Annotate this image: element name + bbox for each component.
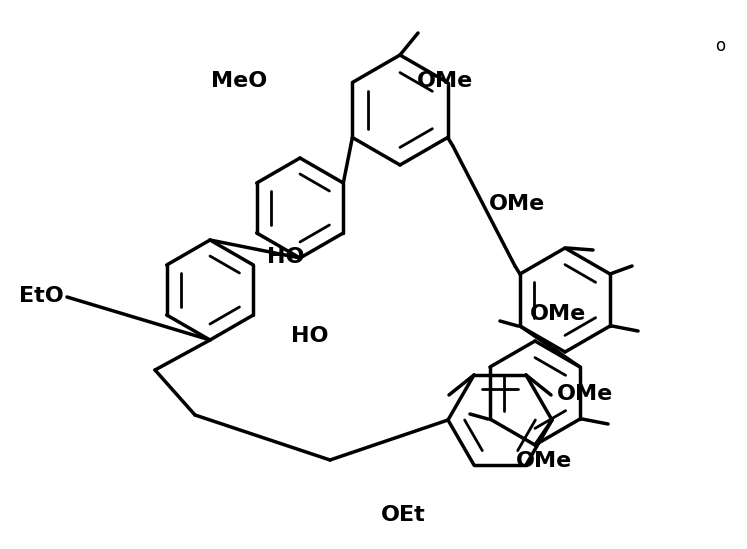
Text: OEt: OEt (381, 505, 426, 525)
Text: OMe: OMe (557, 384, 613, 404)
Text: HO: HO (267, 247, 305, 267)
Text: OMe: OMe (417, 71, 473, 91)
Text: OMe: OMe (515, 451, 571, 471)
Text: MeO: MeO (211, 71, 267, 91)
Text: EtO: EtO (19, 287, 64, 306)
Text: HO: HO (291, 326, 329, 346)
Text: OMe: OMe (530, 304, 586, 324)
Text: o: o (715, 37, 725, 55)
Text: OMe: OMe (489, 194, 545, 214)
